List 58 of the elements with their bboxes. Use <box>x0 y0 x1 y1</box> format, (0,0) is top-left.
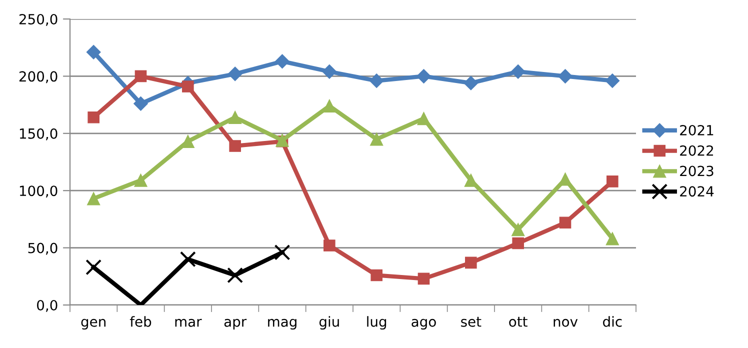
point <box>181 134 195 148</box>
point <box>228 110 242 124</box>
x-tick-label: lug <box>367 316 386 330</box>
legend-label: 2021 <box>680 124 714 136</box>
point <box>418 272 430 285</box>
point <box>275 54 290 69</box>
y-tick-label: 200,0 <box>19 71 58 84</box>
point <box>134 174 148 187</box>
point <box>416 68 431 84</box>
x-tick-label: mag <box>268 318 296 330</box>
point <box>511 222 525 236</box>
y-tick-label: 250,0 <box>19 14 58 26</box>
point <box>512 237 524 250</box>
point <box>417 112 430 126</box>
legend-label: 2024 <box>680 186 714 197</box>
point <box>227 267 244 284</box>
point <box>182 80 194 92</box>
y-tick-label: 150,0 <box>20 128 58 140</box>
x-tick-label: mar <box>175 318 202 327</box>
point <box>606 232 620 246</box>
point <box>606 176 618 188</box>
x-tick-label: giu <box>319 316 339 330</box>
point <box>559 216 572 229</box>
x-tick-label: ago <box>412 318 436 330</box>
point <box>134 70 147 82</box>
x-tick-label: dic <box>603 316 622 327</box>
y-tick-label: 50,0 <box>28 242 58 255</box>
point <box>464 76 478 90</box>
y-tick-label: 0,0 <box>37 300 58 312</box>
point <box>88 111 100 124</box>
point <box>558 68 572 84</box>
point <box>322 64 337 79</box>
x-tick-label: set <box>461 316 482 327</box>
point <box>86 44 101 60</box>
point <box>465 256 477 269</box>
point <box>558 172 572 186</box>
point <box>370 269 382 282</box>
x-tick-label: gen <box>81 318 106 330</box>
y-tick-label: 100,0 <box>20 186 58 198</box>
point <box>274 244 290 260</box>
point <box>134 96 148 111</box>
point <box>369 74 384 88</box>
point <box>370 132 384 146</box>
point <box>229 140 241 152</box>
x-tick-label: ott <box>509 316 528 327</box>
legend-label: 2022 <box>680 145 714 156</box>
point <box>180 251 196 268</box>
x-tick-label: feb <box>130 316 152 327</box>
point <box>322 99 336 113</box>
legend-label: 2023 <box>680 166 714 176</box>
point <box>86 259 102 276</box>
point <box>510 64 526 79</box>
point <box>324 240 336 252</box>
point <box>605 74 620 88</box>
x-tick-label: apr <box>224 318 247 330</box>
point <box>228 66 242 82</box>
point <box>86 192 100 206</box>
x-tick-label: nov <box>554 318 578 327</box>
